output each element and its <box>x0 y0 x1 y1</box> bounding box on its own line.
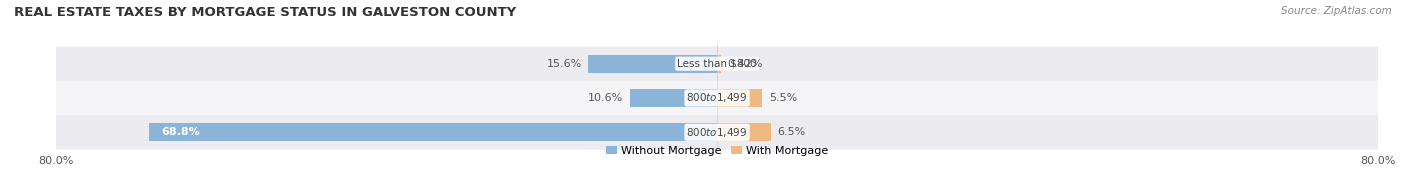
Bar <box>149 123 717 141</box>
Text: $800 to $1,499: $800 to $1,499 <box>686 92 748 104</box>
Text: 5.5%: 5.5% <box>769 93 797 103</box>
Text: REAL ESTATE TAXES BY MORTGAGE STATUS IN GALVESTON COUNTY: REAL ESTATE TAXES BY MORTGAGE STATUS IN … <box>14 6 516 19</box>
Text: Source: ZipAtlas.com: Source: ZipAtlas.com <box>1281 6 1392 16</box>
Bar <box>717 89 762 107</box>
Bar <box>630 89 717 107</box>
FancyBboxPatch shape <box>56 81 1378 115</box>
Text: 6.5%: 6.5% <box>778 127 806 137</box>
FancyBboxPatch shape <box>56 115 1378 150</box>
Text: 68.8%: 68.8% <box>162 127 200 137</box>
Bar <box>588 55 717 73</box>
Text: 0.42%: 0.42% <box>727 59 762 69</box>
Text: 10.6%: 10.6% <box>588 93 623 103</box>
Text: 15.6%: 15.6% <box>547 59 582 69</box>
Bar <box>717 123 770 141</box>
Bar <box>717 55 720 73</box>
FancyBboxPatch shape <box>56 47 1378 81</box>
Text: Less than $800: Less than $800 <box>678 59 756 69</box>
Legend: Without Mortgage, With Mortgage: Without Mortgage, With Mortgage <box>606 146 828 156</box>
Text: $800 to $1,499: $800 to $1,499 <box>686 126 748 139</box>
